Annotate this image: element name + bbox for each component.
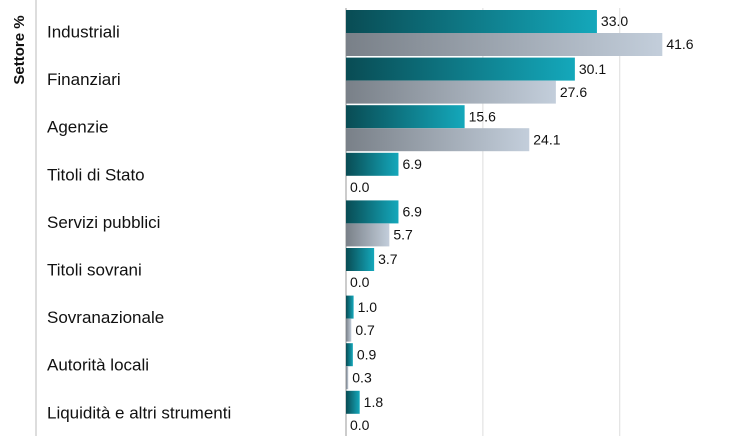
- value-label: 0.0: [350, 274, 370, 290]
- category-label: Industriali: [47, 22, 120, 41]
- value-label: 3.7: [378, 251, 398, 267]
- bar: [346, 223, 390, 247]
- value-label: 5.7: [393, 227, 413, 243]
- category-label: Titoli di Stato: [47, 165, 145, 184]
- category-label: Finanziari: [47, 70, 121, 89]
- value-label: 27.6: [560, 84, 587, 100]
- bar: [346, 105, 465, 129]
- bar: [346, 10, 597, 33]
- bar: [346, 248, 375, 271]
- bar: [346, 295, 354, 319]
- category-label: Agenzie: [47, 118, 108, 137]
- bar: [346, 128, 530, 152]
- value-label: 15.6: [469, 108, 496, 124]
- value-label: 24.1: [533, 131, 560, 147]
- value-label: 0.0: [350, 417, 370, 433]
- bar: [346, 318, 352, 342]
- category-label: Titoli sovrani: [47, 260, 142, 279]
- value-label: 33.0: [601, 13, 628, 29]
- value-label: 0.0: [350, 179, 370, 195]
- category-label: Servizi pubblici: [47, 213, 160, 232]
- bar: [346, 390, 360, 414]
- bar: [346, 366, 349, 390]
- value-label: 0.3: [352, 369, 372, 385]
- bar: [346, 200, 399, 224]
- value-label: 1.0: [358, 299, 378, 315]
- value-label: 41.6: [666, 36, 693, 52]
- value-label: 1.8: [364, 394, 384, 410]
- bar: [346, 80, 556, 104]
- category-label: Sovranazionale: [47, 308, 164, 327]
- bar: [346, 343, 353, 367]
- axis-title: Settore %: [11, 15, 28, 84]
- category-label: Autorità locali: [47, 356, 149, 375]
- value-label: 6.9: [402, 204, 422, 220]
- value-label: 0.9: [357, 346, 377, 362]
- value-label: 6.9: [402, 156, 422, 172]
- bar: [346, 152, 399, 176]
- category-label: Liquidità e altri strumenti: [47, 403, 231, 422]
- value-label: 30.1: [579, 61, 606, 77]
- bar: [346, 57, 575, 81]
- bar: [346, 33, 663, 56]
- value-label: 0.7: [355, 322, 375, 338]
